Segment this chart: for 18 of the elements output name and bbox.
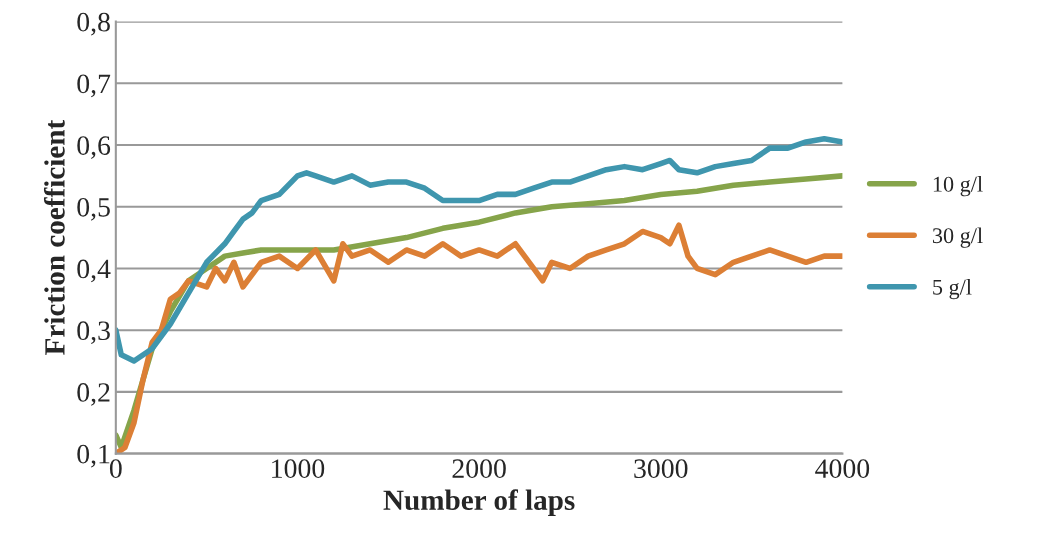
legend-label: 5 g/l <box>933 279 972 300</box>
x-tick-label: 3000 <box>634 459 688 479</box>
y-tick-label: 0,7 <box>77 74 111 98</box>
y-tick-label: 0,3 <box>77 321 110 345</box>
x-tick-label: 0 <box>109 459 122 479</box>
legend-label: 10 g/l <box>933 176 983 197</box>
y-tick-label: 0,5 <box>77 197 110 221</box>
x-tick-label: 4000 <box>815 459 870 479</box>
x-tick-label: 2000 <box>452 459 506 479</box>
y-axis-title: Friction coefficient <box>43 119 65 355</box>
y-tick-label: 0,1 <box>77 444 110 468</box>
legend-label: 30 g/l <box>932 227 983 248</box>
y-tick-label: 0,2 <box>77 383 110 406</box>
y-tick-label: 0,8 <box>77 12 110 36</box>
x-tick-label: 1000 <box>272 459 325 479</box>
x-axis-title: Number of laps <box>383 489 575 516</box>
y-tick-label: 0,4 <box>77 259 111 283</box>
y-tick-label: 0,6 <box>77 136 111 159</box>
